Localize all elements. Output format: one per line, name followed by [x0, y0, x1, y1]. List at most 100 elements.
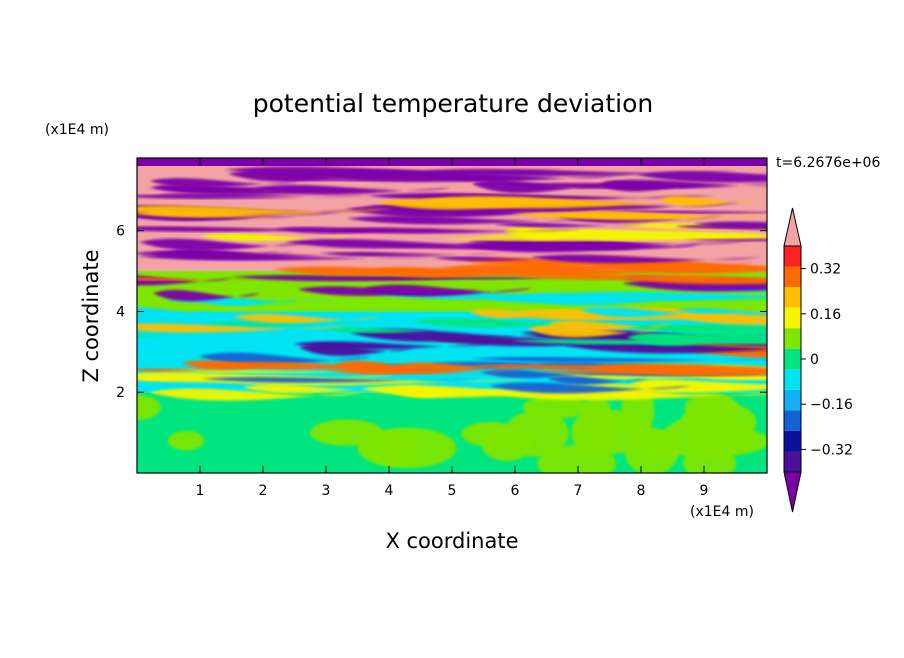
field-blob [537, 445, 617, 473]
field-streak [334, 360, 453, 374]
field-streak [328, 227, 582, 234]
field-streak [540, 373, 759, 380]
field-blob [481, 427, 532, 461]
colorbar-tick-label: 0.16 [810, 307, 841, 323]
colorbar-tick-label: −0.32 [810, 442, 853, 458]
field-streak [559, 291, 767, 301]
field-streak [510, 339, 767, 345]
x-tick-label: 2 [259, 483, 268, 499]
field-streak [493, 222, 645, 228]
heatmap-field [137, 158, 767, 473]
field-streak [148, 388, 367, 401]
field-streak [137, 277, 254, 281]
y-tick-label: 6 [116, 224, 125, 240]
field-streak [563, 341, 767, 354]
field-streak [384, 245, 698, 250]
field-streak [273, 266, 520, 276]
field-streak [198, 233, 355, 241]
colorbar-top-arrow [783, 207, 802, 247]
field-streak [201, 361, 466, 370]
field-blob [582, 396, 611, 425]
x-axis-label: X coordinate [385, 529, 518, 553]
x-tick-label: 7 [574, 483, 583, 499]
field-streak [440, 237, 767, 241]
y-axis-label: Z coordinate [79, 249, 103, 382]
field-streak [204, 321, 359, 327]
field-streak [224, 166, 562, 177]
field-streak [156, 369, 425, 374]
field-streak [419, 196, 731, 209]
field-streak [433, 256, 569, 261]
colorbar-tick-label: 0 [810, 352, 819, 368]
field-streak [502, 182, 767, 189]
field-streak [139, 238, 312, 251]
colorbar-segment [784, 328, 801, 349]
x-tick-label: 9 [700, 483, 709, 499]
field-streak [489, 382, 693, 394]
field-streak [400, 269, 592, 275]
colorbar-segment [784, 348, 801, 370]
x-tick-label: 4 [385, 483, 394, 499]
y-tick-label: 2 [116, 385, 125, 401]
field-streak [394, 362, 520, 372]
field-streak [542, 230, 767, 240]
field-streak [319, 252, 502, 257]
x-tick-label: 3 [322, 483, 331, 499]
field-streak [421, 168, 738, 177]
field-streak [322, 327, 465, 333]
field-streak [552, 211, 767, 220]
field-blob [167, 430, 205, 451]
field-streak [232, 313, 383, 324]
colorbar-segment [784, 369, 801, 390]
field-streak [387, 385, 491, 399]
colorbar-tick-label: −0.16 [810, 397, 853, 413]
field-streak [284, 238, 539, 249]
colorbar-segment [784, 389, 801, 411]
field-streak [230, 274, 542, 282]
field-streak [579, 306, 718, 318]
field-streak [527, 324, 661, 338]
field-streak [181, 360, 296, 370]
field-streak [563, 240, 705, 251]
y-unit-label: (x1E4 m) [45, 122, 109, 138]
field-streak [137, 334, 203, 337]
field-blob [365, 431, 420, 466]
x-tick-label: 1 [196, 483, 205, 499]
field-streak [137, 194, 371, 199]
field-streak [363, 284, 534, 297]
field-streak [137, 211, 329, 218]
x-axis: 1 2 3 4 5 6 7 8 9 [196, 158, 709, 499]
x-tick-label: 6 [511, 483, 520, 499]
field-streak [299, 344, 414, 356]
colorbar-segment [784, 266, 801, 288]
field-streak [346, 215, 601, 225]
field-streak [481, 296, 685, 304]
field-streak [201, 377, 479, 383]
y-axis: 2 4 6 [116, 224, 767, 401]
field-streak [137, 323, 352, 333]
field-streak [137, 306, 215, 316]
colorbar-tick-label: 0.32 [810, 262, 841, 278]
field-streak [137, 226, 399, 232]
colorbar-segment [784, 246, 801, 267]
field-streak [582, 363, 767, 376]
colorbar-segment [784, 410, 801, 431]
x-tick-label: 5 [448, 483, 457, 499]
field-streak [634, 171, 767, 183]
field-streak [149, 178, 300, 188]
colorbar-segment [784, 430, 801, 452]
field-streak [153, 289, 261, 302]
colorbar: 0.32 0.16 0 −0.16 −0.32 [783, 207, 853, 513]
field-streak [480, 369, 610, 379]
chart-title: potential temperature deviation [253, 89, 653, 118]
field-streak [547, 375, 649, 385]
colorbar-segment [784, 451, 801, 472]
field-streak [517, 274, 767, 280]
colorbar-segment [784, 307, 801, 329]
x-unit-label: (x1E4 m) [690, 504, 754, 520]
colorbar-segment [784, 287, 801, 308]
field-blob [688, 427, 767, 455]
field-blob [137, 394, 161, 421]
field-streak [137, 254, 443, 261]
